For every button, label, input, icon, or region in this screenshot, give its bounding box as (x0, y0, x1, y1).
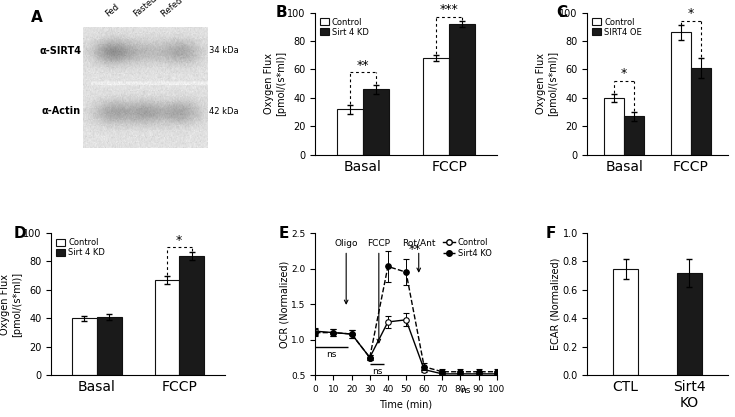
Text: F: F (545, 226, 556, 241)
Y-axis label: Oxygen Flux
[pmol/(s*ml)]: Oxygen Flux [pmol/(s*ml)] (0, 271, 22, 337)
Text: *: * (176, 234, 182, 246)
Text: ***: *** (440, 3, 459, 16)
Y-axis label: Oxygen Flux
[pmol/(s*ml)]: Oxygen Flux [pmol/(s*ml)] (537, 51, 558, 116)
Bar (677, 273, 702, 375)
Text: **: ** (356, 58, 369, 72)
Bar (423, 58, 449, 155)
Text: A: A (31, 10, 43, 25)
Text: Oligo: Oligo (334, 239, 358, 304)
Bar (624, 116, 644, 155)
Legend: Control, SIRT4 OE: Control, SIRT4 OE (592, 17, 642, 38)
Text: *: * (688, 8, 694, 20)
Bar (154, 280, 179, 375)
Text: ns: ns (460, 386, 470, 395)
Text: FCCP: FCCP (368, 239, 390, 343)
Text: *: * (621, 67, 627, 80)
Bar (337, 109, 363, 155)
Text: C: C (556, 5, 567, 20)
Text: **: ** (409, 243, 421, 256)
Bar (72, 319, 97, 375)
Bar (363, 89, 389, 155)
Legend: Control, Si​rt4 KO: Control, Si​rt4 KO (442, 237, 492, 259)
Y-axis label: Oxygen Flux
[pmol/(s*ml)]: Oxygen Flux [pmol/(s*ml)] (265, 51, 286, 116)
Bar (97, 317, 121, 375)
Bar (671, 33, 691, 155)
Text: Rot/Ant: Rot/Ant (402, 239, 436, 272)
Bar (449, 24, 475, 155)
Bar (691, 68, 711, 155)
X-axis label: Time (min): Time (min) (379, 399, 433, 409)
Legend: Control, Sirt 4 KD: Control, Sirt 4 KD (320, 17, 370, 38)
Legend: Control, Sirt 4 KD: Control, Sirt 4 KD (56, 237, 106, 258)
Text: D: D (13, 226, 26, 241)
Bar (179, 256, 204, 375)
Text: E: E (279, 226, 290, 241)
Text: ns: ns (372, 367, 382, 377)
Text: B: B (276, 5, 287, 20)
Y-axis label: OCR (Normalized): OCR (Normalized) (280, 261, 290, 348)
Bar (604, 98, 624, 155)
Y-axis label: ECAR (Normalized): ECAR (Normalized) (551, 258, 561, 350)
Bar (613, 269, 639, 375)
Text: ns: ns (326, 350, 337, 359)
